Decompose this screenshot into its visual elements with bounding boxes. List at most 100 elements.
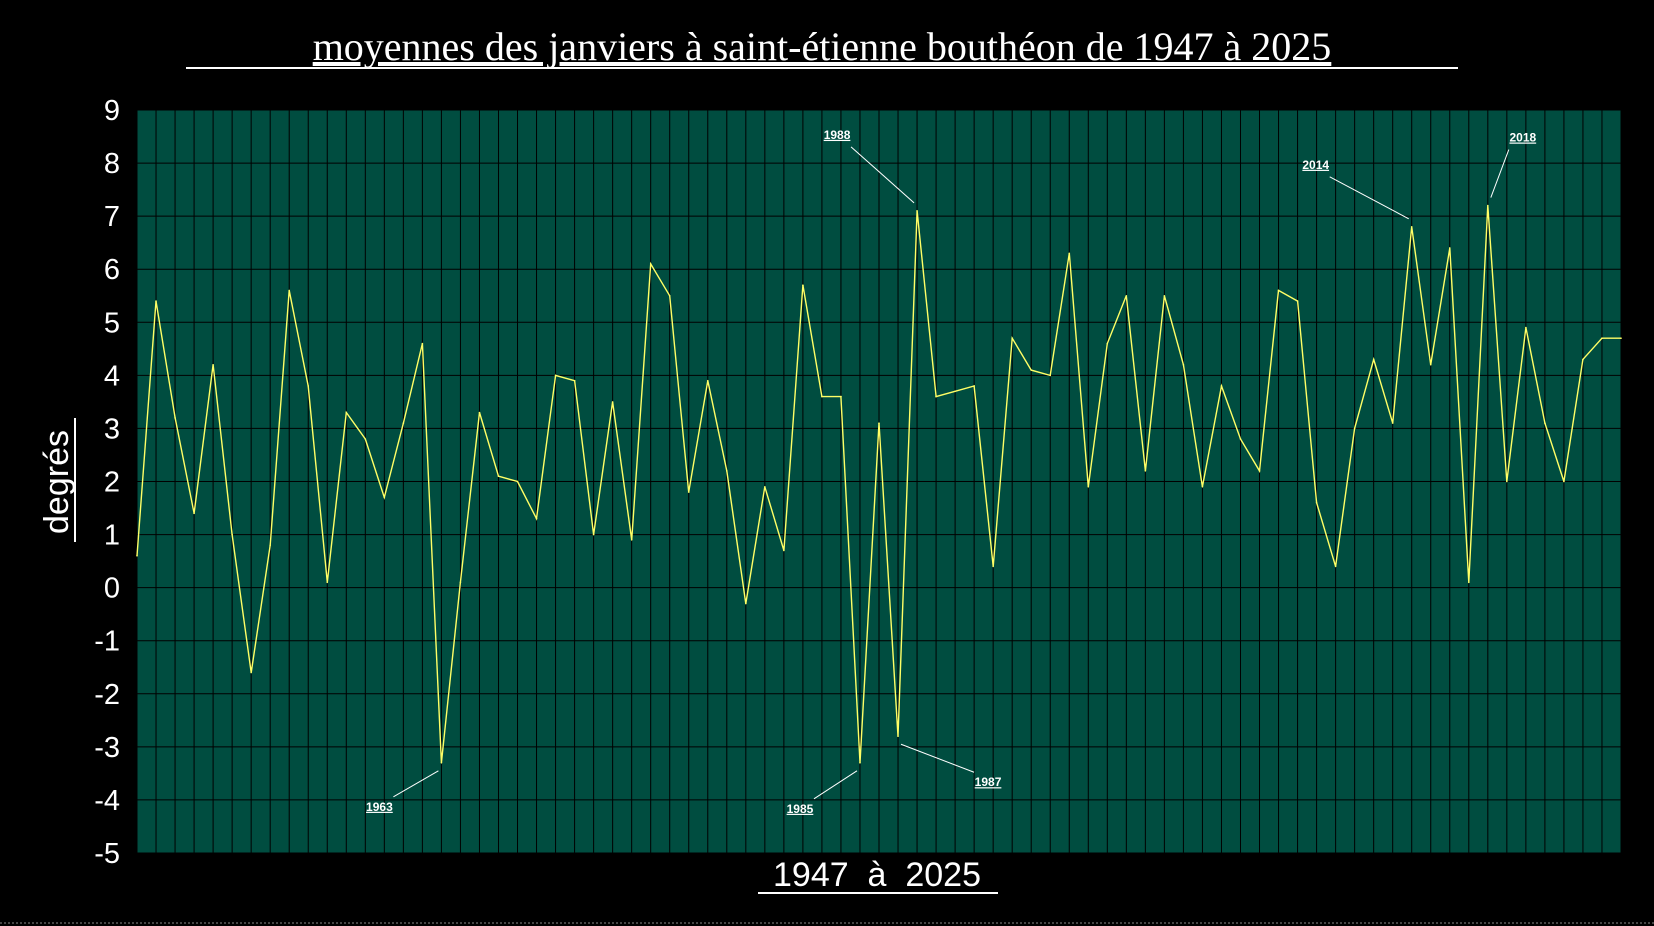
data-point [1182,363,1185,366]
data-point [1296,300,1299,302]
data-point [897,735,899,738]
data-point [783,549,785,552]
y-tick-label: 1 [104,520,120,552]
data-point [1448,247,1451,249]
y-tick-label: 7 [104,201,120,233]
data-point [1106,342,1109,345]
annotation-label: 1988 [824,128,851,142]
data-point [764,486,766,488]
y-tick-label: 0 [104,573,120,605]
data-point [687,491,690,493]
annotation-leader-line [393,770,439,798]
data-point [802,284,804,286]
y-tick-label: 3 [104,413,120,445]
data-point [573,379,576,382]
data-point [1506,480,1508,483]
grid-lines [136,109,1622,854]
y-tick-label: 8 [104,148,120,180]
data-point [1220,385,1223,387]
y-tick-label: 2 [104,467,120,499]
annotation-label: 1985 [787,802,814,816]
data-point [992,565,994,568]
chart-title: moyennes des janviers à saint-étienne bo… [313,24,1332,69]
data-point [364,438,367,440]
data-point [1144,470,1147,472]
data-point [497,475,500,477]
annotation-leader-line [1329,176,1409,220]
data-point [1467,581,1470,584]
data-point [1601,337,1603,340]
y-axis-ticks: 9 8 7 6 5 4 3 2 1 0 -1 -2 -3 -4 -5 [94,95,120,870]
data-point [1030,369,1033,371]
data-point [307,385,310,387]
data-point [478,411,481,414]
data-point [516,480,519,483]
data-point [345,411,348,414]
data-point [250,671,252,674]
data-point [1391,422,1394,424]
data-point [1544,422,1546,424]
annotation-leader-line [813,770,858,800]
data-point [1372,358,1375,361]
data-point [630,539,633,541]
data-point [288,289,291,292]
data-series [136,204,1622,764]
data-point [459,581,462,584]
data-point [1068,252,1071,255]
data-point [859,761,861,764]
annotation-leader-line [1490,149,1510,198]
y-tick-label: -3 [94,732,120,764]
data-point [973,385,975,387]
data-point [1125,294,1128,297]
data-point [1315,501,1318,504]
annotation-leader-line [900,743,975,773]
data-point [1011,337,1013,340]
data-point [668,294,671,297]
data-point [326,581,329,584]
data-point [155,300,157,302]
data-point [1620,337,1622,340]
data-point [383,496,386,499]
data-point [1239,438,1242,440]
data-point [193,512,195,515]
data-point [1429,363,1432,366]
data-point [1410,225,1413,228]
data-point [554,374,557,377]
annotation-leader-line [850,146,915,204]
data-point [611,401,614,403]
y-axis-label: degrés [38,430,76,534]
data-point [535,517,538,520]
y-tick-label: -1 [94,626,120,658]
data-point [1049,374,1052,377]
y-tick-label: 5 [104,307,120,339]
annotation-label: 1963 [366,800,393,814]
annotations: 1963 1985 1987 1988 2014 2018 [366,128,1536,816]
x-axis-label: 1947 à 2025 [773,856,981,894]
annotation-label: 2014 [1302,158,1329,172]
data-point [1277,289,1280,292]
data-point [1487,204,1489,207]
data-point [821,395,823,398]
y-tick-label: -5 [94,838,120,870]
data-point [231,533,233,536]
data-point [212,363,214,366]
data-point [1258,470,1261,472]
data-point [954,390,956,393]
y-tick-label: 4 [104,360,120,392]
data-point [1334,565,1337,568]
data-point [840,395,842,398]
data-point [421,342,424,345]
data-point [174,417,176,419]
y-tick-label: 6 [104,254,120,286]
y-tick-label: -4 [94,785,120,817]
data-point [745,602,747,605]
data-point [1353,427,1356,430]
annotation-label: 2018 [1509,131,1536,145]
data-point [1525,326,1527,329]
data-point [1201,486,1204,488]
data-point [1163,294,1166,297]
y-tick-label: -2 [94,679,120,711]
data-point [916,210,918,212]
